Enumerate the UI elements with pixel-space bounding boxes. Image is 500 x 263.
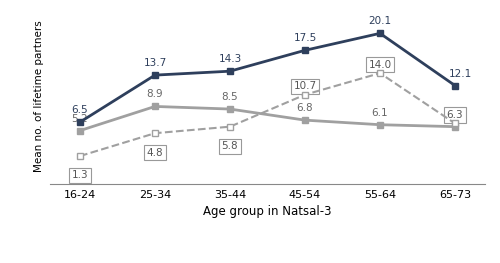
Difference between means	[377, 72, 383, 75]
Text: 1.3: 1.3	[72, 170, 88, 180]
Women	[227, 108, 233, 111]
Difference between means	[302, 93, 308, 96]
Men	[452, 84, 458, 87]
Text: 6.5: 6.5	[72, 105, 88, 115]
Men	[77, 120, 83, 124]
Text: 5.8: 5.8	[446, 110, 464, 120]
Line: Women: Women	[77, 103, 458, 134]
Men	[302, 49, 308, 52]
Women	[77, 129, 83, 132]
Text: 12.1: 12.1	[449, 69, 472, 79]
Text: 6.8: 6.8	[296, 103, 314, 113]
Line: Difference between means: Difference between means	[77, 70, 458, 159]
Difference between means	[77, 154, 83, 158]
Men	[377, 32, 383, 35]
Text: 6.1: 6.1	[372, 108, 388, 118]
Text: 6.3: 6.3	[446, 110, 464, 120]
Women	[152, 105, 158, 108]
Text: 8.5: 8.5	[222, 92, 238, 102]
Text: 13.7: 13.7	[144, 58, 167, 68]
Text: 4.8: 4.8	[146, 148, 164, 158]
X-axis label: Age group in Natsal-3: Age group in Natsal-3	[203, 205, 332, 218]
Text: 20.1: 20.1	[368, 16, 392, 26]
Text: 14.0: 14.0	[368, 60, 392, 70]
Difference between means	[227, 125, 233, 128]
Text: 17.5: 17.5	[294, 33, 316, 43]
Y-axis label: Mean no. of lifetime partners: Mean no. of lifetime partners	[34, 20, 44, 172]
Women	[452, 125, 458, 128]
Difference between means	[152, 132, 158, 135]
Text: 5.8: 5.8	[222, 141, 238, 151]
Men	[227, 70, 233, 73]
Text: 14.3: 14.3	[218, 54, 242, 64]
Women	[302, 119, 308, 122]
Text: 8.9: 8.9	[146, 89, 164, 99]
Difference between means	[452, 122, 458, 125]
Text: 5.2: 5.2	[72, 114, 88, 124]
Women	[377, 123, 383, 126]
Line: Men: Men	[77, 30, 458, 125]
Men	[152, 74, 158, 77]
Text: 10.7: 10.7	[294, 81, 316, 91]
